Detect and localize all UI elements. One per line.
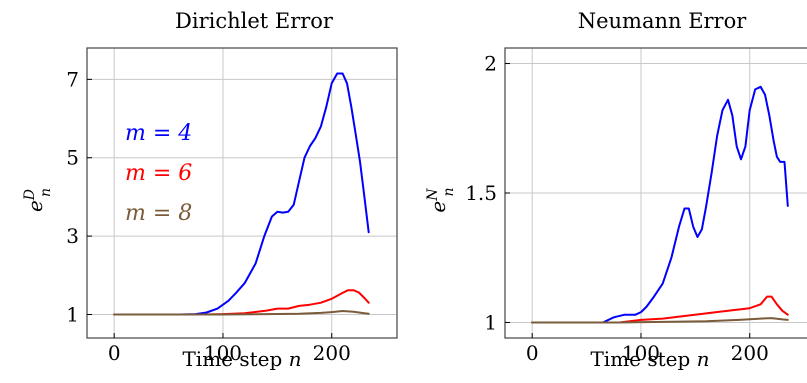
y-tick-label: 2 [484, 52, 497, 76]
x-tick-label: 0 [526, 341, 539, 365]
legend-entry: m = 4 [125, 121, 192, 146]
neumann-chart: Neumann Error 0 100 200 1 1.5 2 Time step n e… [425, 9, 807, 371]
series-line-m-6 [113, 289, 370, 316]
y-axis-label: eNn [425, 187, 457, 212]
x-axis-label: Time step n [182, 347, 301, 371]
series-line-m-4 [113, 72, 370, 316]
svg-text:eNn: eNn [425, 187, 457, 212]
x-tick-label: 200 [731, 341, 769, 365]
svg-text:eDn: eDn [22, 188, 54, 212]
y-tick-label: 5 [66, 146, 79, 170]
series-line-m-8 [113, 310, 370, 316]
y-tick-label: 1 [66, 302, 79, 326]
y-tick-label: 1 [484, 310, 497, 334]
plot-frame [86, 47, 398, 339]
x-tick-label: 200 [313, 341, 351, 365]
legend-entry: m = 8 [125, 201, 192, 226]
series-line-m-4 [531, 85, 789, 324]
y-tick-label: 7 [66, 67, 79, 91]
y-axis-label: eDn [22, 188, 54, 212]
y-tick-label: 1.5 [465, 181, 497, 205]
x-tick-label: 100 [622, 341, 660, 365]
x-axis-label: Time step n [590, 347, 709, 371]
legend-entry: m = 6 [125, 161, 192, 186]
series-line-m-8 [531, 317, 789, 324]
chart-title: Dirichlet Error [175, 9, 334, 33]
x-tick-label: 0 [108, 341, 121, 365]
x-tick-label: 100 [204, 341, 242, 365]
chart-title: Neumann Error [578, 9, 748, 33]
y-tick-label: 3 [66, 224, 79, 248]
